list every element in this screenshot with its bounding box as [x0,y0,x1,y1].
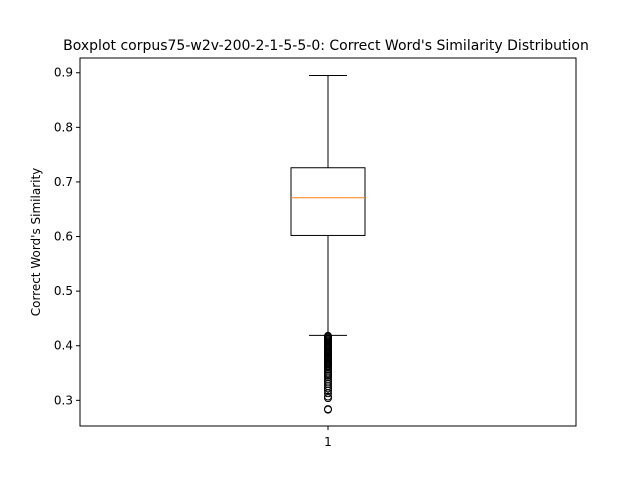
outlier-point [324,394,332,403]
iqr-box [290,167,366,236]
outlier-point [324,405,332,414]
y-tick-label: 0.8 [54,120,73,134]
plot-area: 0.3 0.4 0.5 0.6 0.7 0.8 0.9 1 [54,57,577,449]
x-tick-label: 1 [324,435,332,449]
y-tick-label: 0.4 [54,339,73,353]
outlier-point [324,384,332,393]
y-tick-label: 0.5 [54,284,73,298]
outlier-point [324,386,332,395]
y-tick-label: 0.7 [54,175,73,189]
y-axis-label: Correct Word's Similarity [29,168,43,317]
y-tick-label: 0.9 [54,66,73,80]
y-tick-label: 0.3 [54,393,73,407]
y-tick-label: 0.6 [54,230,73,244]
chart-title: Boxplot corpus75-w2v-200-2-1-5-5-0: Corr… [63,38,589,54]
outlier-point [324,389,332,398]
